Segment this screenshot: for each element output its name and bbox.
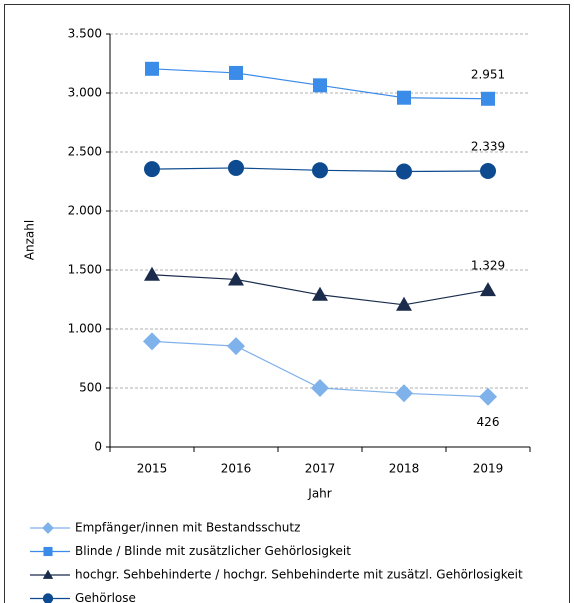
data-point	[144, 161, 160, 178]
y-tick-label: 0	[94, 440, 102, 454]
x-tick-label: 2016	[221, 462, 252, 476]
y-tick-label: 500	[79, 381, 102, 395]
data-label: 2.339	[471, 139, 505, 153]
legend-marker	[43, 546, 53, 557]
data-point	[397, 90, 411, 105]
data-point	[227, 337, 245, 356]
y-tick-label: 1.500	[68, 263, 102, 277]
x-tick-label: 2015	[137, 462, 168, 476]
y-tick-label: 2.500	[68, 145, 102, 159]
legend-marker	[42, 593, 54, 603]
data-point	[312, 286, 328, 301]
data-point	[312, 162, 328, 179]
data-point	[311, 379, 329, 397]
frame	[4, 4, 570, 603]
data-point	[228, 159, 244, 176]
y-axis-label: Anzahl	[23, 220, 37, 260]
x-axis-label: Jahr	[307, 487, 331, 501]
y-tick-label: 1.000	[68, 322, 102, 336]
data-point	[143, 332, 161, 351]
data-point	[228, 271, 244, 286]
legend-label: hochgr. Sehbehinderte / hochgr. Sehbehin…	[75, 568, 523, 582]
x-tick-label: 2017	[305, 462, 336, 476]
data-point	[480, 282, 496, 297]
data-point	[396, 163, 412, 180]
data-point	[481, 91, 495, 106]
data-point	[396, 296, 412, 311]
y-tick-label: 2.000	[68, 204, 102, 218]
data-point	[144, 266, 160, 281]
legend-label: Empfänger/innen mit Bestandsschutz	[75, 521, 300, 535]
data-point	[480, 162, 496, 179]
x-tick-label: 2019	[473, 462, 504, 476]
y-tick-label: 3.000	[68, 86, 102, 100]
x-tick-label: 2018	[389, 462, 420, 476]
legend-marker	[42, 569, 54, 579]
legend-marker	[42, 522, 54, 534]
data-point	[395, 384, 413, 403]
legend-label: Gehörlose	[75, 591, 136, 603]
data-point	[313, 78, 327, 93]
data-label: 1.329	[471, 259, 505, 273]
data-label: 426	[477, 415, 500, 429]
legend-label: Blinde / Blinde mit zusätzlicher Gehörlo…	[75, 544, 351, 558]
y-tick-label: 3.500	[68, 27, 102, 41]
data-point	[479, 387, 497, 406]
data-label: 2.951	[471, 67, 505, 81]
data-point	[229, 65, 243, 80]
data-point	[145, 61, 159, 76]
